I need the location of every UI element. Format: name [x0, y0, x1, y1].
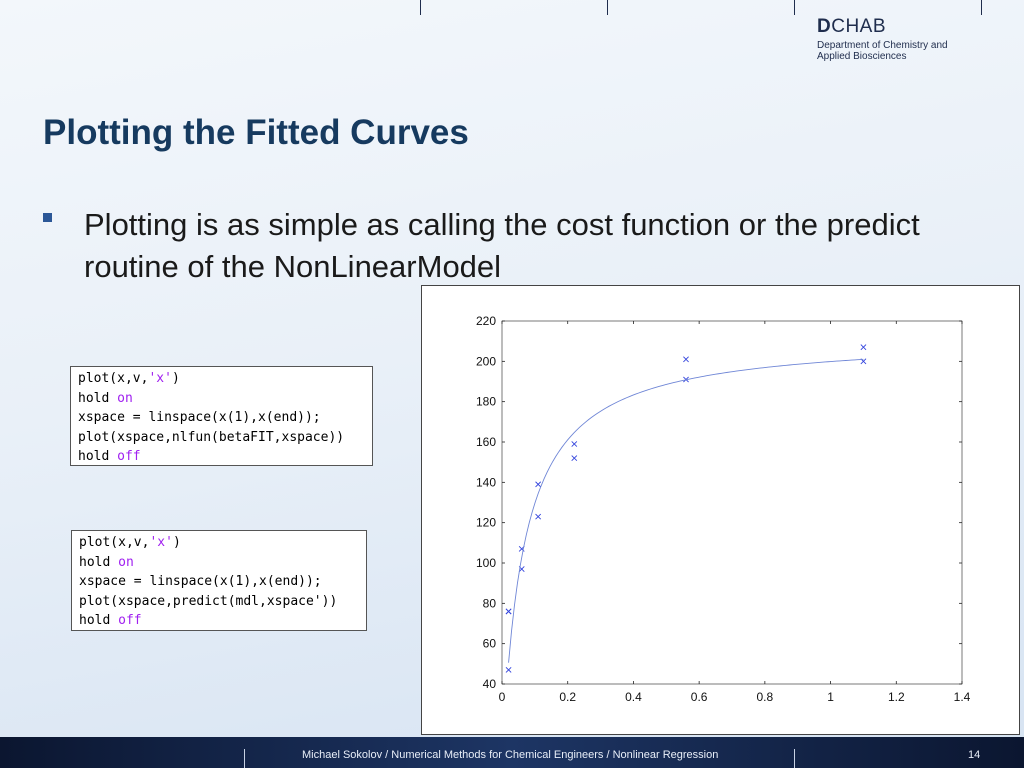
code-keyword: off: [118, 613, 142, 628]
code-line: xspace = linspace(x(1),x(end));: [79, 574, 322, 589]
y-tick-label: 140: [476, 475, 496, 489]
dchab-logo: DCHAB Department of Chemistry and Applie…: [817, 16, 948, 62]
y-tick-label: 180: [476, 395, 496, 409]
code-string: 'x': [148, 371, 172, 386]
y-tick-label: 40: [483, 677, 497, 691]
data-point-marker: [683, 356, 689, 363]
code-line: xspace = linspace(x(1),x(end));: [78, 410, 321, 425]
y-tick-label: 200: [476, 354, 496, 368]
code-string: 'x': [149, 535, 173, 550]
x-tick-label: 1.2: [888, 690, 905, 704]
bullet-text: Plotting is as simple as calling the cos…: [84, 207, 920, 284]
logo-wordmark: DCHAB: [817, 16, 948, 38]
figure-window: 0 0.2 0.4 0.6 0.8 1 1.2 1.4 40 60 80 100 120 140 160 18…: [421, 285, 1020, 735]
code-line: hold off: [78, 449, 141, 464]
data-point-marker: [571, 441, 578, 447]
logo-letter: D: [817, 16, 832, 37]
page-number: 14: [968, 749, 981, 761]
code-line: plot(xspace,predict(mdl,xspace')): [79, 593, 338, 609]
header-divider: [607, 0, 608, 15]
bullet-point: Plotting is as simple as calling the cos…: [43, 204, 943, 288]
y-tick-label: 100: [476, 556, 496, 570]
x-tick-label: 0: [499, 690, 506, 704]
code-line: plot(xspace,nlfun(betaFIT,xspace)): [78, 429, 345, 445]
data-point-marker: [535, 481, 542, 488]
x-tick-label: 0.8: [757, 690, 774, 704]
y-tick-label: 220: [476, 314, 496, 328]
logo-name: CHAB: [831, 16, 887, 37]
x-tick-label: 0.6: [691, 690, 708, 704]
x-tick-label: 1.4: [954, 690, 971, 704]
slide-title: Plotting the Fitted Curves: [43, 113, 469, 152]
data-point-marker: [535, 513, 542, 520]
data-point-marker: [505, 666, 512, 673]
logo-department-line2: Applied Biosciences: [817, 51, 907, 62]
data-point-marker: [571, 455, 578, 462]
y-tick-label: 160: [476, 435, 496, 449]
logo-department-line1: Department of Chemistry and: [817, 40, 948, 51]
header-divider: [981, 0, 982, 15]
code-keyword: off: [117, 449, 141, 464]
code-line: hold on: [78, 390, 133, 406]
code-keyword: on: [118, 554, 134, 570]
data-point-marker: [505, 608, 512, 615]
x-tick-label: 0.2: [559, 690, 576, 704]
code-keyword: on: [117, 390, 133, 406]
x-tick-label: 1: [827, 690, 834, 704]
slide-footer: Michael Sokolov / Numerical Methods for …: [0, 737, 1024, 768]
code-line: hold off: [79, 613, 142, 628]
data-point-marker: [860, 344, 867, 351]
plot-axes-box: [501, 320, 963, 685]
code-block-predict: plot(x,v,'x') hold on xspace = linspace(x(…: [71, 530, 367, 631]
y-tick-label: 60: [483, 637, 497, 651]
y-tick-label: 80: [483, 596, 497, 610]
bullet-square-icon: [43, 213, 52, 222]
code-line: plot(x,v,'x'): [79, 535, 181, 550]
x-tick-label: 0.4: [625, 690, 642, 704]
y-tick-label: 120: [476, 516, 496, 530]
footer-divider: [794, 749, 795, 768]
footer-caption: Michael Sokolov / Numerical Methods for …: [302, 749, 719, 761]
footer-divider: [244, 749, 245, 768]
header-divider: [420, 0, 421, 15]
header-divider: [794, 0, 795, 15]
header-rule: [0, 0, 1024, 16]
fitted-curve-line: [508, 358, 864, 663]
fitted-curve-chart: 0 0.2 0.4 0.6 0.8 1 1.2 1.4 40 60 80 100 120 140 160 18…: [476, 314, 971, 704]
code-block-nlfun: plot(x,v,'x') hold on xspace = linspace(x(…: [70, 366, 373, 466]
code-line: hold on: [79, 554, 134, 570]
code-line: plot(x,v,'x'): [78, 371, 180, 386]
